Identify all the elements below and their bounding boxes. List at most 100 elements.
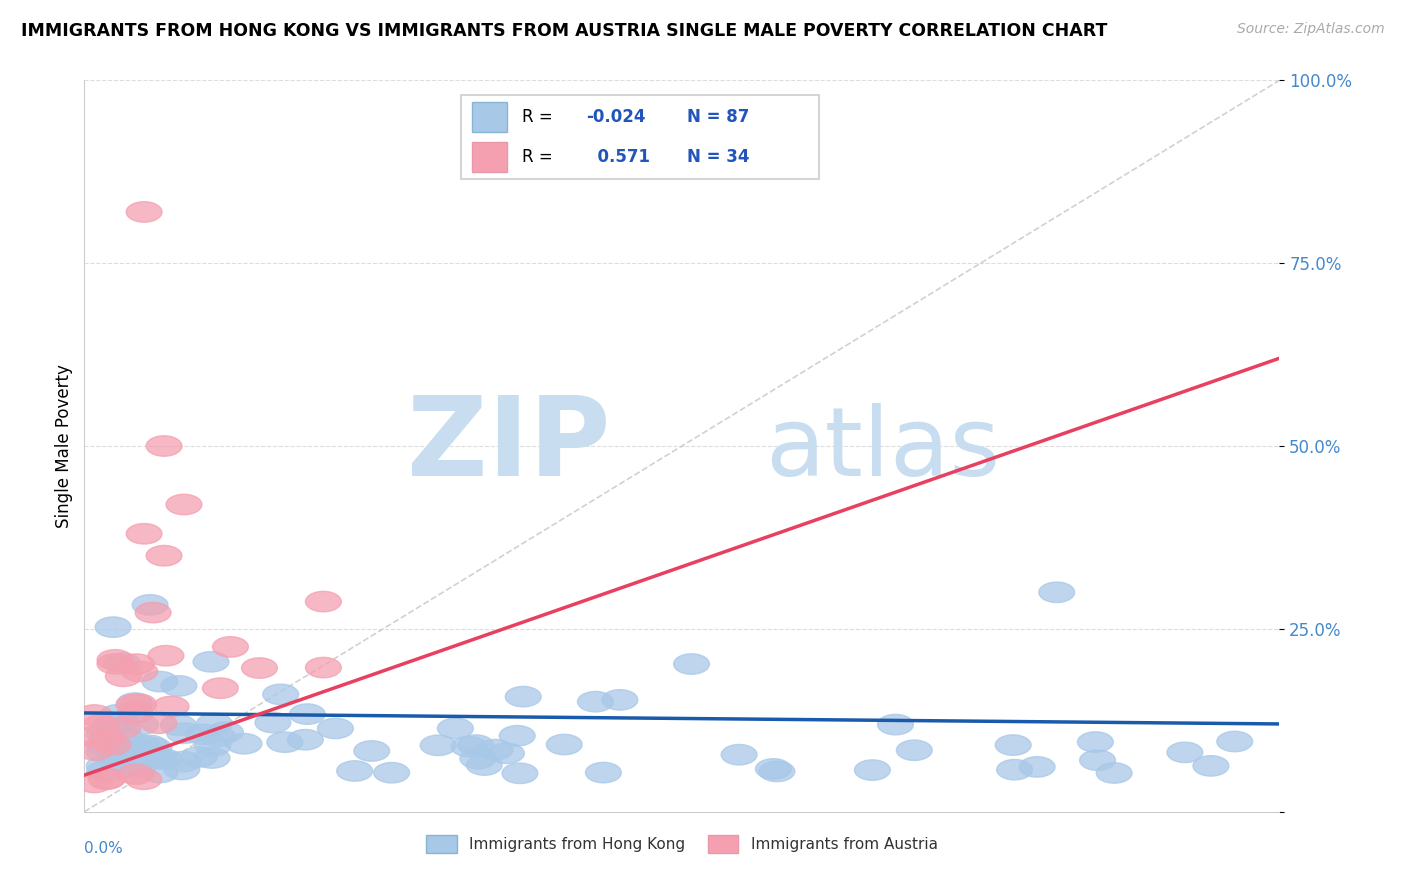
Ellipse shape: [1216, 731, 1253, 752]
Ellipse shape: [197, 714, 232, 734]
Ellipse shape: [124, 745, 159, 765]
Ellipse shape: [897, 740, 932, 761]
Ellipse shape: [139, 747, 176, 767]
Ellipse shape: [104, 712, 139, 732]
Ellipse shape: [451, 737, 486, 757]
Text: IMMIGRANTS FROM HONG KONG VS IMMIGRANTS FROM AUSTRIA SINGLE MALE POVERTY CORRELA: IMMIGRANTS FROM HONG KONG VS IMMIGRANTS …: [21, 22, 1108, 40]
Ellipse shape: [226, 733, 262, 754]
Ellipse shape: [111, 751, 148, 772]
Ellipse shape: [755, 759, 792, 779]
Ellipse shape: [1194, 756, 1229, 776]
Ellipse shape: [120, 757, 156, 778]
Ellipse shape: [97, 649, 134, 670]
Ellipse shape: [86, 742, 122, 763]
Ellipse shape: [127, 524, 162, 544]
Ellipse shape: [118, 703, 153, 723]
Ellipse shape: [167, 723, 202, 743]
Ellipse shape: [105, 756, 141, 777]
Ellipse shape: [142, 672, 179, 692]
Ellipse shape: [121, 749, 157, 770]
Ellipse shape: [117, 694, 152, 714]
Ellipse shape: [336, 761, 373, 781]
Ellipse shape: [135, 602, 172, 623]
Ellipse shape: [208, 722, 243, 742]
Ellipse shape: [578, 691, 613, 712]
Ellipse shape: [160, 675, 197, 696]
Ellipse shape: [83, 714, 120, 735]
Ellipse shape: [585, 763, 621, 783]
Ellipse shape: [374, 763, 409, 783]
Ellipse shape: [194, 747, 231, 768]
Ellipse shape: [995, 735, 1031, 756]
Ellipse shape: [89, 769, 124, 789]
Ellipse shape: [96, 617, 131, 638]
Ellipse shape: [96, 735, 131, 755]
Ellipse shape: [93, 715, 128, 736]
Ellipse shape: [108, 729, 145, 749]
Ellipse shape: [759, 761, 794, 781]
Ellipse shape: [146, 546, 181, 566]
Ellipse shape: [437, 718, 474, 739]
Ellipse shape: [477, 739, 513, 760]
Ellipse shape: [997, 759, 1032, 780]
Ellipse shape: [263, 684, 298, 705]
Ellipse shape: [202, 678, 238, 698]
Legend: Immigrants from Hong Kong, Immigrants from Austria: Immigrants from Hong Kong, Immigrants fr…: [420, 829, 943, 859]
Ellipse shape: [100, 705, 136, 725]
Ellipse shape: [104, 653, 141, 673]
Ellipse shape: [290, 704, 325, 724]
Ellipse shape: [146, 749, 183, 770]
Ellipse shape: [76, 705, 112, 725]
Ellipse shape: [602, 690, 638, 710]
Ellipse shape: [132, 595, 167, 615]
Ellipse shape: [148, 646, 184, 666]
Ellipse shape: [1167, 742, 1202, 763]
Ellipse shape: [97, 654, 134, 674]
Ellipse shape: [86, 735, 122, 756]
Text: ZIP: ZIP: [406, 392, 610, 500]
Ellipse shape: [1019, 756, 1054, 777]
Y-axis label: Single Male Poverty: Single Male Poverty: [55, 364, 73, 528]
Ellipse shape: [193, 651, 229, 672]
Ellipse shape: [122, 714, 159, 735]
Ellipse shape: [502, 763, 538, 783]
Ellipse shape: [186, 724, 221, 745]
Ellipse shape: [76, 772, 112, 793]
Ellipse shape: [254, 713, 291, 732]
Ellipse shape: [195, 736, 231, 756]
Ellipse shape: [146, 436, 181, 456]
Ellipse shape: [1039, 582, 1074, 602]
Ellipse shape: [142, 763, 177, 783]
Ellipse shape: [118, 654, 155, 674]
Text: 0.0%: 0.0%: [84, 841, 124, 856]
Ellipse shape: [122, 742, 157, 763]
Ellipse shape: [141, 713, 177, 733]
Ellipse shape: [86, 724, 122, 745]
Ellipse shape: [160, 715, 197, 735]
Ellipse shape: [420, 735, 456, 756]
Ellipse shape: [267, 732, 302, 753]
Ellipse shape: [305, 591, 342, 612]
Ellipse shape: [127, 202, 162, 222]
Ellipse shape: [86, 756, 122, 776]
Ellipse shape: [132, 735, 167, 756]
Ellipse shape: [1097, 763, 1132, 783]
Ellipse shape: [134, 747, 170, 767]
Ellipse shape: [877, 714, 914, 735]
Ellipse shape: [90, 768, 125, 789]
Ellipse shape: [305, 657, 342, 678]
Ellipse shape: [105, 666, 141, 687]
Ellipse shape: [124, 736, 160, 756]
Ellipse shape: [91, 726, 128, 747]
Ellipse shape: [117, 738, 152, 758]
Ellipse shape: [460, 748, 496, 769]
Ellipse shape: [122, 661, 157, 681]
Ellipse shape: [166, 751, 201, 772]
Ellipse shape: [165, 759, 200, 780]
Ellipse shape: [89, 730, 125, 750]
Ellipse shape: [125, 769, 162, 789]
Ellipse shape: [855, 760, 890, 780]
Ellipse shape: [105, 718, 141, 738]
Ellipse shape: [287, 730, 323, 750]
Ellipse shape: [547, 734, 582, 755]
